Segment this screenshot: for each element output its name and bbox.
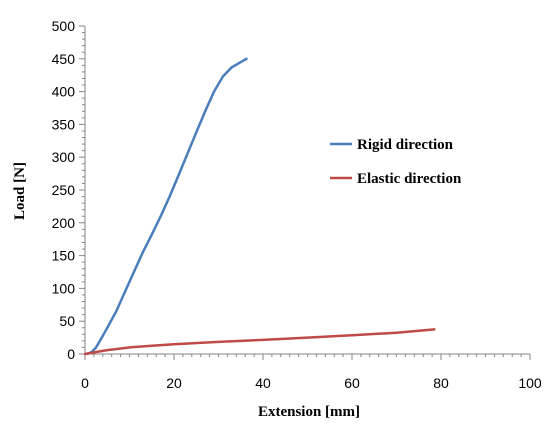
y-tick-label: 50 — [59, 313, 75, 329]
series-line-rigid-direction — [85, 57, 248, 356]
axes: 0 50 100 150 200 250 300 350 400 450 500 0 20 40 60 80 1… — [52, 18, 542, 391]
y-tick-label: 400 — [52, 84, 76, 100]
x-tick-label: 80 — [433, 375, 449, 391]
legend: Rigid direction Elastic direction — [330, 137, 462, 187]
series-line-elastic-direction — [83, 328, 436, 356]
y-tick-label: 200 — [52, 215, 76, 231]
x-tick-label: 40 — [255, 375, 271, 391]
x-axis-title: Extension [mm] — [258, 404, 360, 420]
y-tick-label: 250 — [52, 182, 76, 198]
x-tick-label: 60 — [344, 375, 360, 391]
y-tick-label: 500 — [52, 18, 76, 34]
x-tick-label: 100 — [518, 375, 542, 391]
y-tick-label: 100 — [52, 280, 76, 296]
y-tick-label: 450 — [52, 51, 76, 67]
y-tick-label: 350 — [52, 116, 76, 132]
legend-label-rigid-direction: Rigid direction — [357, 137, 454, 153]
series-layer — [83, 57, 436, 356]
legend-label-elastic-direction: Elastic direction — [357, 171, 462, 187]
y-tick-label: 300 — [52, 149, 76, 165]
y-tick-label: 150 — [52, 248, 76, 264]
x-tick-label: 0 — [81, 375, 89, 391]
x-tick-label: 20 — [166, 375, 182, 391]
y-tick-label: 0 — [67, 346, 75, 362]
y-axis-title: Load [N] — [12, 162, 28, 220]
